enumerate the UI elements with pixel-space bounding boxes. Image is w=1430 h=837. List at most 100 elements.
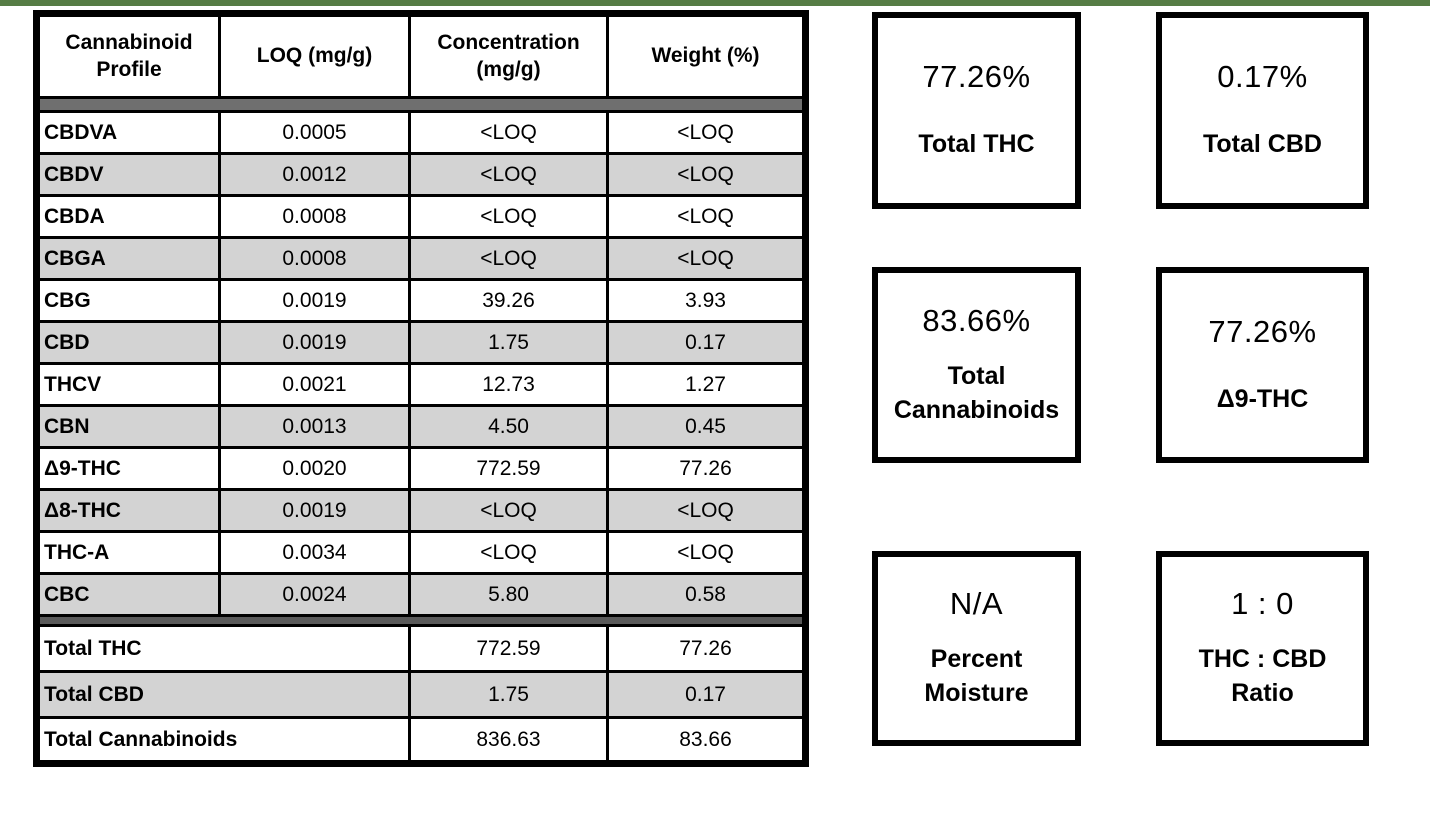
total-weight-value: 0.17 [606, 670, 807, 719]
weight-value: 77.26 [606, 446, 807, 491]
table-row: CBD 0.0019 1.75 0.17 [35, 320, 807, 365]
summary-value: 1 : 0 [1231, 586, 1294, 622]
summary-value: 83.66% [922, 302, 1031, 338]
summary-label: Percent Moisture [924, 645, 1029, 708]
cannabinoid-profile-table: Cannabinoid Profile LOQ (mg/g) Concentra… [33, 10, 809, 767]
top-accent-bar [0, 0, 1430, 6]
concentration-value: 4.50 [408, 404, 609, 449]
summary-value: N/A [949, 586, 1004, 622]
loq-value: 0.0019 [218, 320, 411, 365]
summary-value: 0.17% [1217, 59, 1308, 95]
summary-label: Total CBD [1203, 130, 1322, 159]
concentration-value: <LOQ [408, 236, 609, 281]
table-row: CBDV 0.0012 <LOQ <LOQ [35, 152, 807, 197]
loq-value: 0.0020 [218, 446, 411, 491]
table-row: Δ8-THC 0.0019 <LOQ <LOQ [35, 488, 807, 533]
concentration-value: <LOQ [408, 152, 609, 197]
concentration-value: <LOQ [408, 194, 609, 239]
total-concentration-value: 836.63 [408, 716, 609, 765]
weight-value: <LOQ [606, 236, 807, 281]
summary-value: 77.26% [1208, 313, 1317, 349]
loq-value: 0.0034 [218, 530, 411, 575]
header-cannabinoid-profile: Cannabinoid Profile [35, 12, 221, 99]
concentration-value: <LOQ [408, 488, 609, 533]
analyte-name: THC-A [35, 530, 221, 575]
concentration-value: <LOQ [408, 110, 609, 155]
weight-value: 1.27 [606, 362, 807, 407]
analyte-name: CBGA [35, 236, 221, 281]
loq-value: 0.0019 [218, 278, 411, 323]
weight-value: <LOQ [606, 488, 807, 533]
analyte-name: CBC [35, 572, 221, 617]
total-concentration-value: 1.75 [408, 670, 609, 719]
summary-label: Total THC [918, 130, 1035, 159]
summary-box: 77.26% Total THC [872, 12, 1081, 209]
loq-value: 0.0008 [218, 194, 411, 239]
weight-value: 0.17 [606, 320, 807, 365]
loq-value: 0.0012 [218, 152, 411, 197]
weight-value: 0.58 [606, 572, 807, 617]
loq-value: 0.0021 [218, 362, 411, 407]
table-header-row: Cannabinoid Profile LOQ (mg/g) Concentra… [35, 12, 807, 99]
table-row: CBGA 0.0008 <LOQ <LOQ [35, 236, 807, 281]
analyte-name: CBD [35, 320, 221, 365]
header-separator-bar [36, 96, 806, 113]
header-loq: LOQ (mg/g) [218, 12, 411, 99]
summary-label: Total Cannabinoids [893, 362, 1060, 424]
table-row: CBN 0.0013 4.50 0.45 [35, 404, 807, 449]
summary-label: Δ9-THC [1216, 384, 1309, 413]
summary-box: 83.66% Total Cannabinoids [872, 267, 1081, 463]
table-row: CBDA 0.0008 <LOQ <LOQ [35, 194, 807, 239]
weight-value: 0.45 [606, 404, 807, 449]
total-label: Total THC [35, 624, 411, 673]
loq-value: 0.0008 [218, 236, 411, 281]
concentration-value: 39.26 [408, 278, 609, 323]
cannabinoid-rows: CBDVA 0.0005 <LOQ <LOQ CBDV 0.0012 <LOQ … [35, 110, 807, 617]
analyte-name: Δ9-THC [35, 446, 221, 491]
weight-value: <LOQ [606, 194, 807, 239]
summary-value: 77.26% [922, 59, 1031, 95]
header-concentration: Concentration (mg/g) [408, 12, 609, 99]
summary-box: 1 : 0 THC : CBD Ratio [1156, 551, 1369, 746]
weight-value: <LOQ [606, 152, 807, 197]
loq-value: 0.0005 [218, 110, 411, 155]
analyte-name: Δ8-THC [35, 488, 221, 533]
weight-value: 3.93 [606, 278, 807, 323]
concentration-value: 12.73 [408, 362, 609, 407]
total-weight-value: 83.66 [606, 716, 807, 765]
analyte-name: CBG [35, 278, 221, 323]
concentration-value: 1.75 [408, 320, 609, 365]
table-row: CBDVA 0.0005 <LOQ <LOQ [35, 110, 807, 155]
table-row: THC-A 0.0034 <LOQ <LOQ [35, 530, 807, 575]
summary-label: THC : CBD Ratio [1198, 645, 1327, 708]
total-concentration-value: 772.59 [408, 624, 609, 673]
analyte-name: CBN [35, 404, 221, 449]
weight-value: <LOQ [606, 110, 807, 155]
table-row: CBC 0.0024 5.80 0.58 [35, 572, 807, 617]
summary-box: 0.17% Total CBD [1156, 12, 1369, 209]
totals-section: Total THC 772.59 77.26 Total CBD 1.75 0.… [35, 614, 807, 765]
total-row: Total Cannabinoids 836.63 83.66 [35, 716, 807, 765]
concentration-value: <LOQ [408, 530, 609, 575]
table-row: Δ9-THC 0.0020 772.59 77.26 [35, 446, 807, 491]
total-label: Total Cannabinoids [35, 716, 411, 765]
loq-value: 0.0019 [218, 488, 411, 533]
summary-box: N/A Percent Moisture [872, 551, 1081, 746]
loq-value: 0.0013 [218, 404, 411, 449]
total-row: Total THC 772.59 77.26 [35, 624, 807, 673]
analyte-name: CBDV [35, 152, 221, 197]
table-row: CBG 0.0019 39.26 3.93 [35, 278, 807, 323]
total-weight-value: 77.26 [606, 624, 807, 673]
total-label: Total CBD [35, 670, 411, 719]
totals-separator-bar [36, 614, 806, 627]
total-row: Total CBD 1.75 0.17 [35, 670, 807, 719]
concentration-value: 772.59 [408, 446, 609, 491]
summary-box: 77.26% Δ9-THC [1156, 267, 1369, 463]
analyte-name: THCV [35, 362, 221, 407]
header-weight: Weight (%) [606, 12, 807, 99]
analyte-name: CBDA [35, 194, 221, 239]
loq-value: 0.0024 [218, 572, 411, 617]
analyte-name: CBDVA [35, 110, 221, 155]
weight-value: <LOQ [606, 530, 807, 575]
concentration-value: 5.80 [408, 572, 609, 617]
